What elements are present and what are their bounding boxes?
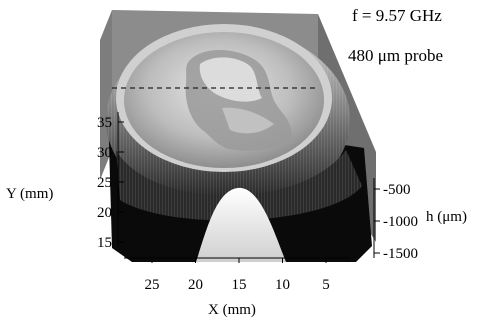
z-tick-label: -500: [383, 182, 411, 198]
y-tick-label: 25: [97, 175, 112, 191]
y-tick-label: 30: [97, 145, 112, 161]
y-tick-label: 35: [97, 115, 112, 131]
y-tick-label: 15: [97, 235, 112, 251]
z-tick-label: -1500: [383, 246, 418, 262]
x-axis-label: X (mm): [208, 302, 256, 318]
front-bump: [196, 187, 286, 262]
z-tick-label: -1000: [383, 214, 418, 230]
y-tick-label: 20: [97, 205, 112, 221]
x-axis: 25 20 15 10 5 X (mm): [124, 257, 350, 318]
z-axis-label: h (μm): [426, 209, 467, 225]
x-tick-label: 20: [188, 277, 203, 293]
x-tick-label: 25: [145, 277, 160, 293]
probe-label: 480 μm probe: [348, 46, 444, 65]
frequency-label: f = 9.57 GHz: [352, 6, 442, 25]
x-tick-label: 5: [322, 277, 330, 293]
z-axis: -500 -1000 -1500 h (μm): [373, 178, 467, 262]
x-tick-label: 10: [275, 277, 290, 293]
y-axis: 35 30 25 20 15 Y (mm): [6, 112, 124, 251]
x-tick-label: 15: [232, 277, 247, 293]
y-axis-label: Y (mm): [6, 186, 53, 202]
